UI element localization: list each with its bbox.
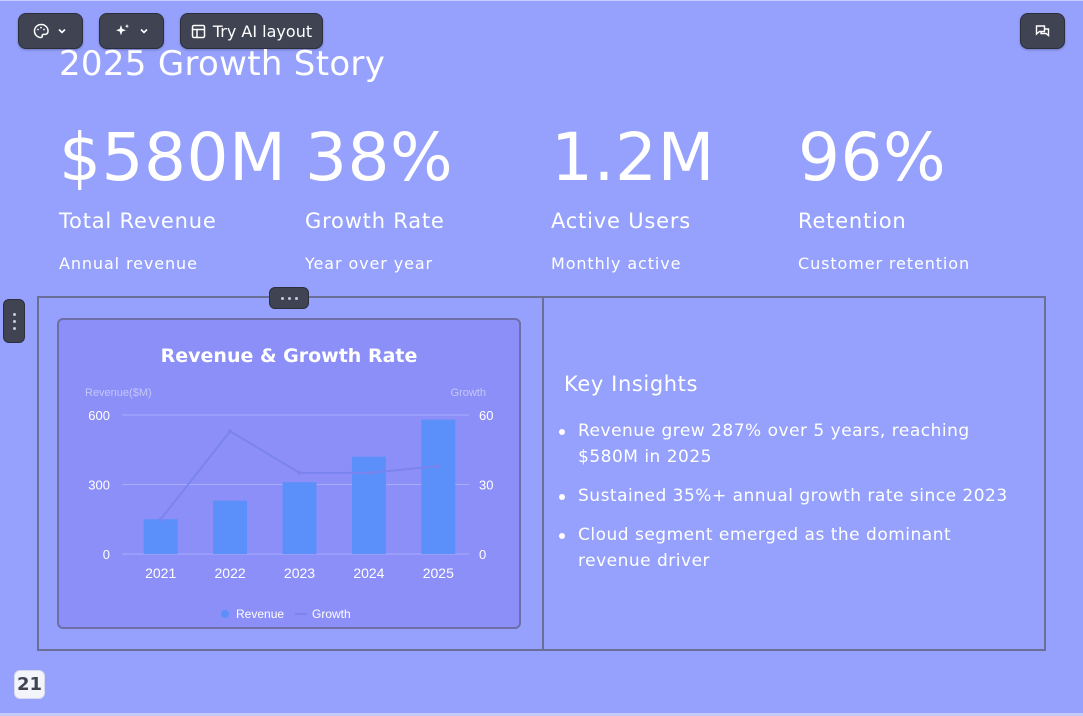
chart-card[interactable]: Revenue & Growth Rate Revenue($M) Growth 0 3… xyxy=(57,318,521,629)
stat-value: 96% xyxy=(798,119,947,196)
handle-dot xyxy=(12,319,16,323)
stat-value: $580M xyxy=(59,119,287,196)
canvas-bottom-border xyxy=(0,713,1083,716)
stat-description: Monthly active xyxy=(551,254,682,273)
growth-point xyxy=(366,470,371,475)
insight-item: Revenue grew 287% over 5 years, reaching… xyxy=(559,418,1024,470)
y-tick-right: 60 xyxy=(479,408,493,423)
y-tick-right: 0 xyxy=(479,547,486,562)
try-ai-layout-button[interactable]: Try AI layout xyxy=(180,13,323,49)
insights-list: Revenue grew 287% over 5 years, reaching… xyxy=(559,418,1024,587)
revenue-growth-chart: Revenue & Growth Rate Revenue($M) Growth 0 3… xyxy=(85,345,493,621)
comments-icon xyxy=(1034,23,1051,40)
comments-button[interactable] xyxy=(1020,13,1065,49)
growth-point xyxy=(297,470,302,475)
slide-number-badge[interactable]: 21 xyxy=(14,670,45,699)
y-axis-right-label: Growth xyxy=(451,387,486,399)
x-tick-label: 2025 xyxy=(423,565,454,581)
stat-label: Total Revenue xyxy=(59,209,217,233)
try-ai-layout-label: Try AI layout xyxy=(212,21,313,41)
chart-title: Revenue & Growth Rate xyxy=(161,345,418,367)
x-tick-label: 2021 xyxy=(145,565,176,581)
insights-title: Key Insights xyxy=(564,372,699,396)
revenue-bar xyxy=(282,482,317,554)
stat-description: Customer retention xyxy=(798,254,970,273)
stat-retention: 96% Retention Customer retention xyxy=(798,118,1038,274)
handle-dot xyxy=(12,326,16,330)
palette-icon xyxy=(33,23,49,39)
y-tick-left: 0 xyxy=(103,547,110,562)
stat-value: 38% xyxy=(305,119,454,196)
growth-point xyxy=(228,429,233,434)
stat-active-users: 1.2M Active Users Monthly active xyxy=(551,118,791,274)
row-drag-handle[interactable] xyxy=(269,287,309,309)
legend-revenue-marker xyxy=(221,610,229,618)
insight-text: Cloud segment emerged as the dominant re… xyxy=(578,525,952,571)
legend-revenue-label: Revenue xyxy=(236,607,284,621)
theme-dropdown-button[interactable] xyxy=(18,13,83,49)
stat-label: Growth Rate xyxy=(305,209,445,233)
handle-dot xyxy=(287,296,291,300)
stat-total-revenue: $580M Total Revenue Annual revenue xyxy=(59,118,299,274)
x-tick-label: 2022 xyxy=(215,565,246,581)
stat-description: Year over year xyxy=(305,254,434,273)
y-tick-left: 600 xyxy=(88,408,110,423)
handle-dot xyxy=(294,296,298,300)
y-tick-right: 30 xyxy=(479,478,493,493)
handle-dot xyxy=(12,312,16,316)
growth-point xyxy=(158,517,163,522)
x-tick-label: 2024 xyxy=(353,565,384,581)
insight-text: Sustained 35%+ annual growth rate since … xyxy=(578,486,1008,506)
bullet-icon xyxy=(559,494,565,500)
slide-title: 2025 Growth Story xyxy=(59,44,386,84)
chevron-down-icon xyxy=(56,25,68,37)
stat-growth-rate: 38% Growth Rate Year over year xyxy=(305,118,545,274)
x-tick-label: 2023 xyxy=(284,565,315,581)
bullet-icon xyxy=(559,429,565,435)
stat-value: 1.2M xyxy=(551,119,715,196)
bullet-icon xyxy=(559,533,565,539)
ai-dropdown-button[interactable] xyxy=(99,13,164,49)
canvas-top-border xyxy=(0,0,1083,1)
insight-item: Sustained 35%+ annual growth rate since … xyxy=(559,483,1024,509)
insight-text: Revenue grew 287% over 5 years, reaching… xyxy=(578,421,970,467)
block-drag-handle[interactable] xyxy=(3,299,25,343)
sparkles-icon xyxy=(114,23,131,40)
layout-icon xyxy=(191,24,206,39)
revenue-bar xyxy=(213,500,248,554)
stat-description: Annual revenue xyxy=(59,254,198,273)
revenue-bar xyxy=(143,519,178,554)
column-divider[interactable] xyxy=(542,298,544,649)
chevron-down-icon xyxy=(138,25,150,37)
legend-growth-label: Growth xyxy=(312,607,351,621)
stat-label: Retention xyxy=(798,209,907,233)
y-tick-left: 300 xyxy=(88,478,110,493)
layout-grid[interactable] xyxy=(37,296,1046,651)
handle-dot xyxy=(280,296,284,300)
y-axis-left-label: Revenue($M) xyxy=(85,387,152,399)
stat-label: Active Users xyxy=(551,209,692,233)
insight-item: Cloud segment emerged as the dominant re… xyxy=(559,522,1024,574)
revenue-bar xyxy=(421,419,456,554)
growth-point xyxy=(436,463,441,468)
